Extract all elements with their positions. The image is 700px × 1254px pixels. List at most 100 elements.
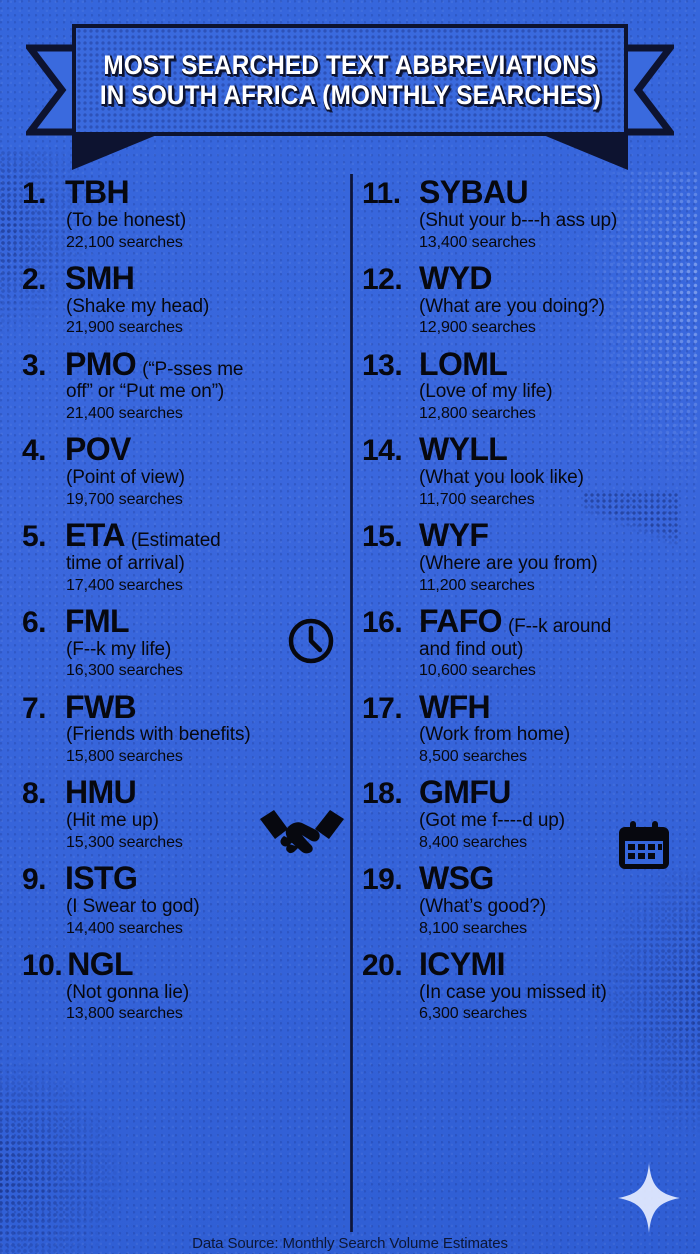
entry-rank: 17. xyxy=(362,691,403,725)
entry-body: (Hit me up) 15,300 searches xyxy=(22,810,352,852)
entry-abbreviation: NGL xyxy=(67,945,133,982)
entry-abbreviation: WSG xyxy=(419,860,494,896)
entry-expansion: (Hit me up) xyxy=(66,810,159,832)
entry-heading: 9. ISTG xyxy=(22,860,352,896)
entry-heading: 11. SYBAU xyxy=(362,175,692,210)
entry-body: (What’s good?) 8,100 searches xyxy=(362,896,692,938)
entry-body: (F--k my life) 16,300 searches xyxy=(22,639,352,681)
entry-abbreviation: ICYMI xyxy=(419,945,506,982)
entry-heading: 10. NGL xyxy=(22,945,352,982)
entry-search-volume: 12,900 searches xyxy=(419,319,536,337)
ribbon-fold-right xyxy=(536,132,628,170)
entry-expansion: (Where are you from) xyxy=(419,552,598,574)
entry-abbreviation: WYD xyxy=(419,259,492,296)
entry-search-volume: 21,900 searches xyxy=(66,319,183,337)
entry-abbreviation: WFH xyxy=(419,688,491,725)
entry-body: (What are you doing?) 12,900 searches xyxy=(362,296,692,338)
entry-search-volume: 11,200 searches xyxy=(419,576,535,594)
entry-abbreviation: ISTG xyxy=(65,860,138,896)
entry-search-volume: 22,100 searches xyxy=(66,233,183,251)
entry-body: (Where are you from) 11,200 searches xyxy=(362,553,692,595)
list-item: 11. SYBAU (Shut your b---h ass up) 13,400 s… xyxy=(362,175,692,252)
handshake-icon xyxy=(258,806,346,858)
list-item: 1. TBH (To be honest) 22,100 searches xyxy=(22,175,352,252)
entry-body: (I Swear to god) 14,400 searches xyxy=(22,896,352,938)
entry-heading: 12. WYD xyxy=(362,259,692,296)
list-item: 13. LOML (Love of my life) 12,800 searches xyxy=(362,345,692,424)
halftone-texture-bottom-left xyxy=(0,1050,130,1254)
entry-expansion: (Shake my head) xyxy=(66,295,210,317)
entry-expansion: (What’s good?) xyxy=(419,895,547,917)
entry-heading: 19. WSG xyxy=(362,860,692,896)
entry-heading: 4. POV xyxy=(22,432,352,467)
entry-expansion: (F--k my life) xyxy=(66,638,172,660)
entry-abbreviation: GMFU xyxy=(419,774,511,811)
entry-body: (Friends with benefits) 15,800 searches xyxy=(22,724,352,766)
sparkle-icon xyxy=(618,1163,680,1233)
entry-rank: 7. xyxy=(22,691,47,725)
list-item: 7. FWB (Friends with benefits) 15,800 searc… xyxy=(22,688,352,767)
list-item: 18. GMFU (Got me f----d up) 8,400 searches xyxy=(362,774,692,852)
entry-search-volume: 6,300 searches xyxy=(419,1005,528,1023)
banner-title-line-2: IN SOUTH AFRICA (MONTHLY SEARCHES) xyxy=(99,79,601,110)
ribbon-fold-left xyxy=(72,132,164,170)
ranking-column-left: 1. TBH (To be honest) 22,100 searches 2. SMH(… xyxy=(22,175,352,1034)
list-item: 12. WYD (What are you doing?) 12,900 search… xyxy=(362,259,692,338)
entry-expansion-tail: time of arrival) xyxy=(66,552,185,574)
entry-rank: 10. xyxy=(22,948,63,982)
entry-expansion-tail: off” or “Put me on”) xyxy=(66,381,225,403)
entry-expansion: (Love of my life) xyxy=(419,381,553,403)
entry-rank: 11. xyxy=(362,177,401,210)
entry-heading: 17. WFH xyxy=(362,688,692,725)
column-divider xyxy=(350,174,353,1232)
entry-heading: 6. FML xyxy=(22,604,352,639)
entry-heading: 20. ICYMI xyxy=(362,945,692,982)
entry-search-volume: 10,600 searches xyxy=(419,662,536,680)
entry-abbreviation: WYF xyxy=(419,517,489,553)
title-banner: MOST SEARCHED TEXT ABBREVIATIONS IN SOUT… xyxy=(0,24,700,170)
entry-expansion: (Work from home) xyxy=(419,724,571,746)
entry-body: (Shut your b---h ass up) 13,400 searches xyxy=(362,210,692,252)
entry-abbreviation: SMH xyxy=(65,259,135,296)
entry-body: and find out) 10,600 searches xyxy=(362,639,692,681)
entry-search-volume: 13,400 searches xyxy=(419,233,536,251)
entry-heading: 3. PMO (“P-sses me xyxy=(22,347,352,382)
entry-abbreviation: FAFO xyxy=(419,602,503,639)
list-item: 20. ICYMI (In case you missed it) 6,300 sea… xyxy=(362,945,692,1024)
entry-rank: 14. xyxy=(362,434,403,468)
entry-body: (To be honest) 22,100 searches xyxy=(22,210,352,252)
entry-body: (Point of view) 19,700 searches xyxy=(22,467,352,509)
entry-body: (Not gonna lie) 13,800 searches xyxy=(22,982,352,1024)
entry-rank: 3. xyxy=(22,348,47,382)
list-item: 9. ISTG (I Swear to god) 14,400 searches xyxy=(22,860,352,938)
entry-search-volume: 8,500 searches xyxy=(419,748,528,766)
entry-search-volume: 19,700 searches xyxy=(66,490,183,508)
banner-plate: MOST SEARCHED TEXT ABBREVIATIONS IN SOUT… xyxy=(72,24,628,136)
entry-search-volume: 16,300 searches xyxy=(66,662,183,680)
entry-rank: 5. xyxy=(22,520,47,553)
entry-search-volume: 11,700 searches xyxy=(419,490,535,508)
entry-expansion-tail: and find out) xyxy=(419,638,524,660)
entry-rank: 8. xyxy=(22,777,47,811)
entry-expansion: (In case you missed it) xyxy=(419,981,607,1003)
list-item: 2. SMH (Shake my head) 21,900 searches xyxy=(22,259,352,338)
banner-title-line-1: MOST SEARCHED TEXT ABBREVIATIONS xyxy=(103,50,597,81)
entry-expansion: (What you look like) xyxy=(419,467,584,489)
entry-rank: 20. xyxy=(362,948,403,982)
entry-heading: 18. GMFU xyxy=(362,774,692,811)
entry-abbreviation: LOML xyxy=(419,345,508,382)
entry-expansion-inline: (F--k around xyxy=(507,615,612,637)
entry-expansion: (Point of view) xyxy=(66,467,185,489)
entry-search-volume: 15,800 searches xyxy=(66,748,183,766)
calendar-icon xyxy=(616,820,672,872)
entry-expansion: (What are you doing?) xyxy=(419,295,605,317)
entry-body: (Got me f----d up) 8,400 searches xyxy=(362,810,692,852)
entry-search-volume: 12,800 searches xyxy=(419,405,536,423)
entry-search-volume: 17,400 searches xyxy=(66,576,183,594)
entry-abbreviation: FWB xyxy=(65,688,137,725)
entry-expansion: (Shut your b---h ass up) xyxy=(419,209,618,231)
entry-rank: 1. xyxy=(22,177,47,210)
ranking-column-right: 11. SYBAU (Shut your b---h ass up) 13,400 s… xyxy=(362,175,692,1034)
entry-abbreviation: HMU xyxy=(65,774,137,811)
